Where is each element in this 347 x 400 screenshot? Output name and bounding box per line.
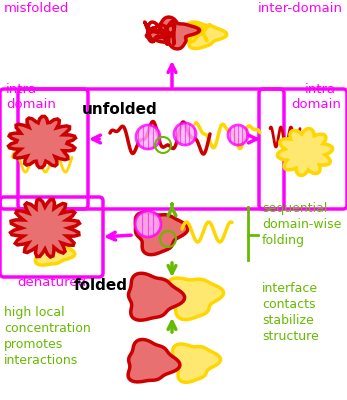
Text: folded: folded (74, 278, 128, 292)
Polygon shape (167, 278, 223, 320)
Circle shape (174, 123, 196, 145)
Polygon shape (10, 199, 79, 257)
Text: interface
contacts
stabilize
structure: interface contacts stabilize structure (262, 282, 319, 343)
Polygon shape (187, 22, 227, 48)
Polygon shape (146, 17, 200, 49)
Text: intra-
domain: intra- domain (6, 83, 56, 111)
Text: unfolded: unfolded (82, 102, 158, 117)
Polygon shape (128, 340, 180, 382)
Circle shape (135, 211, 161, 237)
Text: sequential
domain-wise
folding: sequential domain-wise folding (262, 202, 341, 247)
Text: denatured: denatured (17, 276, 86, 289)
Polygon shape (135, 212, 188, 255)
Circle shape (228, 125, 248, 145)
Text: high local
concentration
promotes
interactions: high local concentration promotes intera… (4, 306, 91, 367)
Polygon shape (172, 344, 220, 382)
Polygon shape (8, 116, 76, 168)
Circle shape (136, 125, 160, 149)
Polygon shape (35, 237, 75, 265)
Text: intra-
domain: intra- domain (291, 83, 341, 111)
Polygon shape (277, 128, 333, 176)
Polygon shape (128, 273, 185, 320)
Text: inter-domain: inter-domain (258, 2, 343, 15)
Text: misfolded: misfolded (4, 2, 69, 15)
